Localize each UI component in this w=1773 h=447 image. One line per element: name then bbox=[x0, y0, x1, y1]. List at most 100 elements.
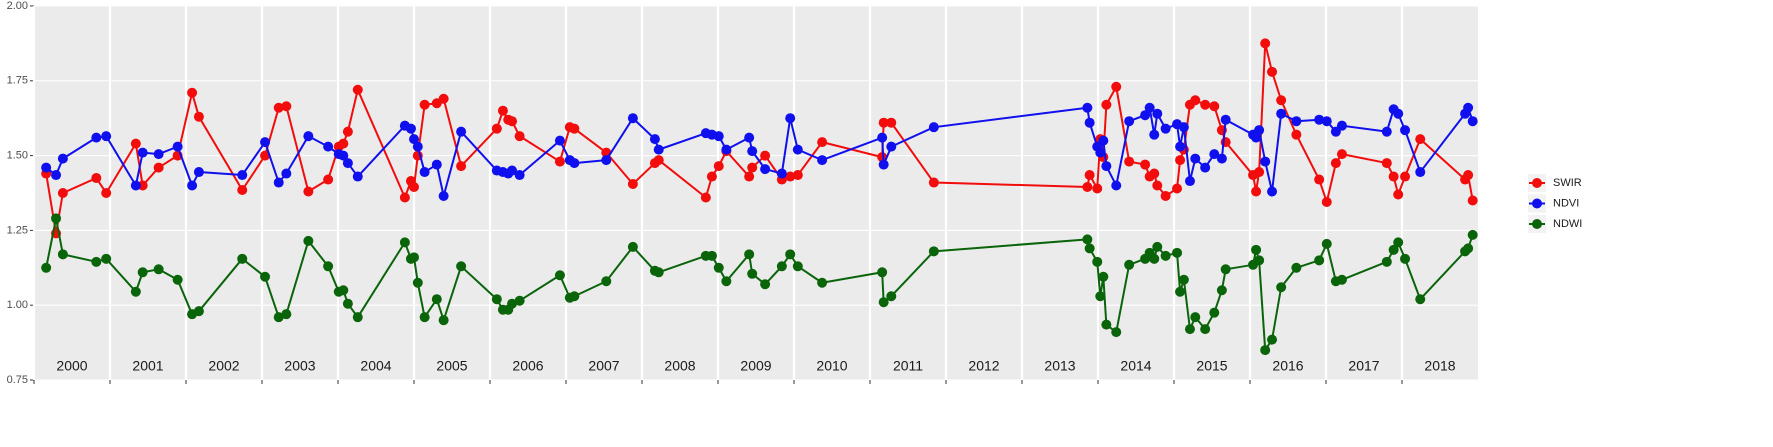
data-point bbox=[260, 150, 271, 161]
data-point bbox=[130, 138, 141, 149]
data-point bbox=[1388, 244, 1399, 255]
data-point bbox=[412, 141, 423, 152]
data-point bbox=[438, 315, 449, 326]
data-point bbox=[627, 241, 638, 252]
y-tick-label: 1.50 bbox=[7, 150, 28, 162]
data-point bbox=[491, 123, 502, 134]
year-label: 2008 bbox=[664, 358, 695, 374]
data-point bbox=[260, 271, 271, 282]
data-point bbox=[1209, 101, 1220, 112]
data-point bbox=[130, 286, 141, 297]
data-point bbox=[456, 161, 467, 172]
data-point bbox=[260, 137, 271, 148]
data-point bbox=[409, 134, 419, 145]
data-point bbox=[747, 268, 758, 279]
data-point bbox=[1101, 161, 1112, 172]
data-point bbox=[412, 277, 423, 288]
data-point bbox=[51, 170, 62, 181]
year-label: 2015 bbox=[1196, 358, 1227, 374]
data-point bbox=[649, 134, 660, 145]
data-point bbox=[281, 168, 292, 179]
data-point bbox=[1149, 129, 1160, 140]
data-point bbox=[57, 188, 68, 198]
data-point bbox=[237, 253, 248, 264]
data-point bbox=[1251, 186, 1262, 197]
data-point bbox=[653, 155, 664, 166]
data-point bbox=[760, 150, 771, 161]
data-point bbox=[1330, 158, 1341, 169]
year-label: 2004 bbox=[360, 358, 391, 374]
data-point bbox=[1260, 38, 1271, 49]
data-point bbox=[1314, 255, 1325, 266]
year-label: 2016 bbox=[1272, 358, 1303, 374]
data-point bbox=[1216, 153, 1227, 164]
data-point bbox=[342, 158, 353, 169]
data-point bbox=[1082, 102, 1093, 113]
data-point bbox=[706, 250, 717, 261]
data-point bbox=[817, 277, 828, 288]
data-point bbox=[101, 188, 112, 198]
data-point bbox=[713, 131, 724, 142]
data-point bbox=[554, 270, 565, 281]
data-point bbox=[928, 122, 939, 133]
data-point bbox=[338, 285, 349, 296]
data-point bbox=[507, 298, 518, 309]
data-point bbox=[1276, 95, 1287, 106]
data-point bbox=[1140, 159, 1151, 170]
data-point bbox=[1152, 241, 1163, 252]
year-label: 2018 bbox=[1424, 358, 1455, 374]
data-point bbox=[747, 162, 758, 173]
data-point bbox=[1152, 108, 1163, 119]
data-point bbox=[431, 294, 442, 305]
data-point bbox=[776, 261, 787, 272]
data-point bbox=[1467, 116, 1478, 127]
data-point bbox=[153, 149, 164, 160]
data-point bbox=[569, 291, 580, 302]
data-point bbox=[1463, 243, 1474, 254]
data-point bbox=[342, 126, 353, 137]
data-point bbox=[744, 171, 755, 182]
data-point bbox=[91, 173, 102, 184]
year-label: 2001 bbox=[132, 358, 163, 374]
data-point bbox=[1260, 345, 1271, 356]
data-point bbox=[303, 131, 314, 142]
year-label: 2000 bbox=[56, 358, 87, 374]
data-point bbox=[886, 141, 897, 152]
data-point bbox=[303, 186, 314, 197]
data-point bbox=[653, 144, 664, 155]
data-point bbox=[41, 262, 52, 273]
year-label: 2002 bbox=[208, 358, 239, 374]
year-label: 2013 bbox=[1044, 358, 1075, 374]
data-point bbox=[817, 137, 828, 148]
legend-marker bbox=[1532, 178, 1542, 188]
data-point bbox=[1291, 262, 1302, 273]
data-point bbox=[1251, 244, 1262, 255]
data-point bbox=[491, 294, 502, 305]
year-label: 2010 bbox=[816, 358, 847, 374]
data-point bbox=[1200, 162, 1211, 173]
legend-marker bbox=[1532, 198, 1542, 209]
data-point bbox=[1321, 238, 1332, 249]
data-point bbox=[1149, 253, 1160, 264]
data-point bbox=[1276, 282, 1287, 293]
data-point bbox=[1144, 102, 1155, 113]
data-point bbox=[1178, 274, 1189, 285]
data-point bbox=[456, 261, 467, 272]
data-point bbox=[1321, 196, 1332, 207]
data-point bbox=[1467, 195, 1478, 206]
data-point bbox=[877, 132, 888, 143]
data-point bbox=[153, 264, 164, 275]
data-point bbox=[91, 132, 102, 143]
data-point bbox=[554, 156, 565, 167]
data-point bbox=[1149, 168, 1160, 179]
data-point bbox=[785, 171, 796, 182]
data-point bbox=[1140, 110, 1151, 121]
data-point bbox=[273, 312, 284, 323]
data-point bbox=[1393, 189, 1404, 200]
y-tick-label: 1.25 bbox=[7, 224, 28, 236]
data-point bbox=[153, 162, 164, 173]
data-point bbox=[1111, 81, 1122, 92]
data-point bbox=[514, 295, 525, 306]
data-point bbox=[130, 180, 141, 191]
data-point bbox=[1190, 153, 1201, 164]
